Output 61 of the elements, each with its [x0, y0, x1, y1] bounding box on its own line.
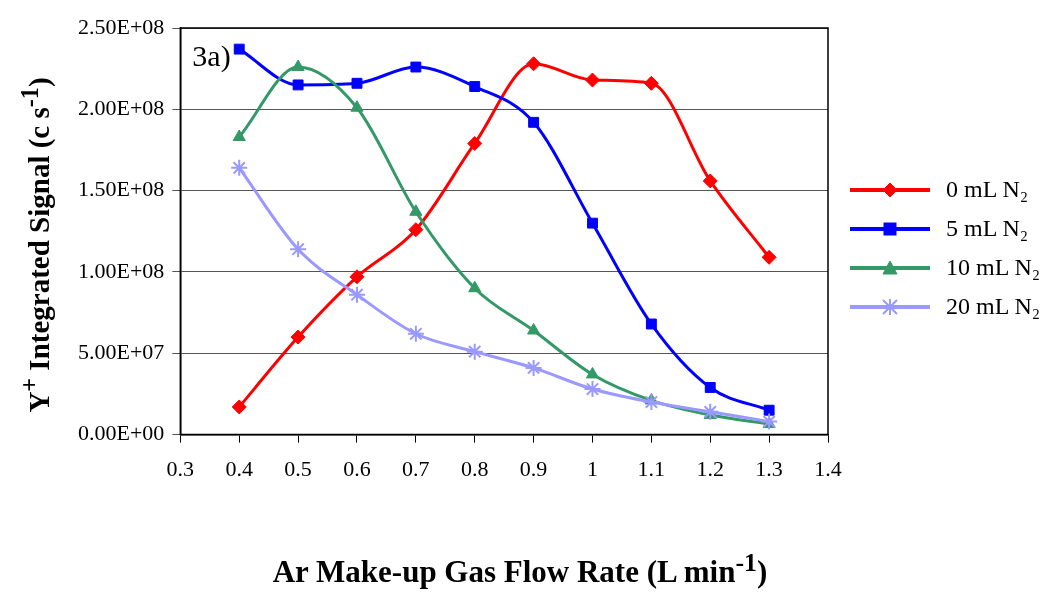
point	[232, 129, 246, 141]
point	[291, 59, 305, 72]
x-tick-label: 1.3	[755, 455, 783, 481]
point	[467, 135, 483, 151]
x-tick-label: 0.5	[284, 455, 312, 481]
legend-label: 20 mL N₂	[946, 293, 1041, 320]
point	[469, 81, 481, 92]
x-tick-label: 0.3	[166, 455, 195, 481]
point	[704, 381, 716, 393]
legend-label: 10 mL N₂	[946, 254, 1041, 281]
point	[350, 100, 364, 112]
y-tick-label: 1.50E+08	[77, 176, 165, 202]
point	[763, 404, 775, 416]
point	[465, 342, 484, 361]
point	[410, 61, 422, 73]
x-tick-label: 0.9	[519, 455, 548, 481]
point	[643, 75, 659, 91]
point	[349, 269, 365, 285]
point	[524, 358, 543, 377]
point	[642, 393, 661, 412]
x-tick-label: 0.8	[460, 455, 489, 481]
x-tick-label: 0.6	[343, 455, 371, 481]
point	[527, 323, 541, 335]
point	[289, 240, 308, 259]
y-tick-label: 5.00E+07	[77, 339, 165, 365]
x-tick-label: 0.4	[225, 455, 253, 481]
point	[761, 249, 777, 265]
point	[233, 43, 245, 55]
point	[760, 412, 779, 431]
y-tick-label: 2.00E+08	[77, 95, 165, 121]
point	[468, 280, 482, 293]
point	[409, 204, 423, 216]
point	[351, 77, 363, 89]
point	[292, 79, 304, 91]
point	[290, 329, 306, 345]
point	[645, 318, 657, 330]
point	[526, 56, 542, 72]
point	[408, 222, 424, 238]
point	[587, 217, 598, 229]
point	[585, 366, 600, 379]
annotation: 3a)	[192, 38, 231, 73]
x-axis-title: Ar Make-up Gas Flow Rate (L min$^{-1}$)	[271, 548, 769, 591]
x-tick-label: 1.2	[696, 455, 724, 481]
legend-label: 0 mL N₂	[946, 176, 1029, 203]
x-tick-label: 1.1	[637, 455, 666, 481]
x-tick-label: 0.7	[402, 455, 430, 481]
point	[347, 285, 366, 304]
x-tick-label: 1.4	[814, 455, 842, 481]
x-tick-label: 1	[586, 455, 598, 481]
point	[528, 116, 540, 128]
point	[702, 173, 718, 189]
y-tick-label: 1.00E+08	[77, 257, 165, 283]
point	[583, 380, 602, 399]
point	[701, 402, 720, 421]
point	[406, 324, 425, 343]
point	[584, 72, 600, 88]
point	[231, 399, 247, 415]
y-tick-label: 0.00E+00	[77, 420, 165, 446]
legend-label: 5 mL N₂	[946, 215, 1029, 242]
y-tick-label: 2.50E+08	[77, 13, 165, 39]
point	[230, 158, 249, 177]
